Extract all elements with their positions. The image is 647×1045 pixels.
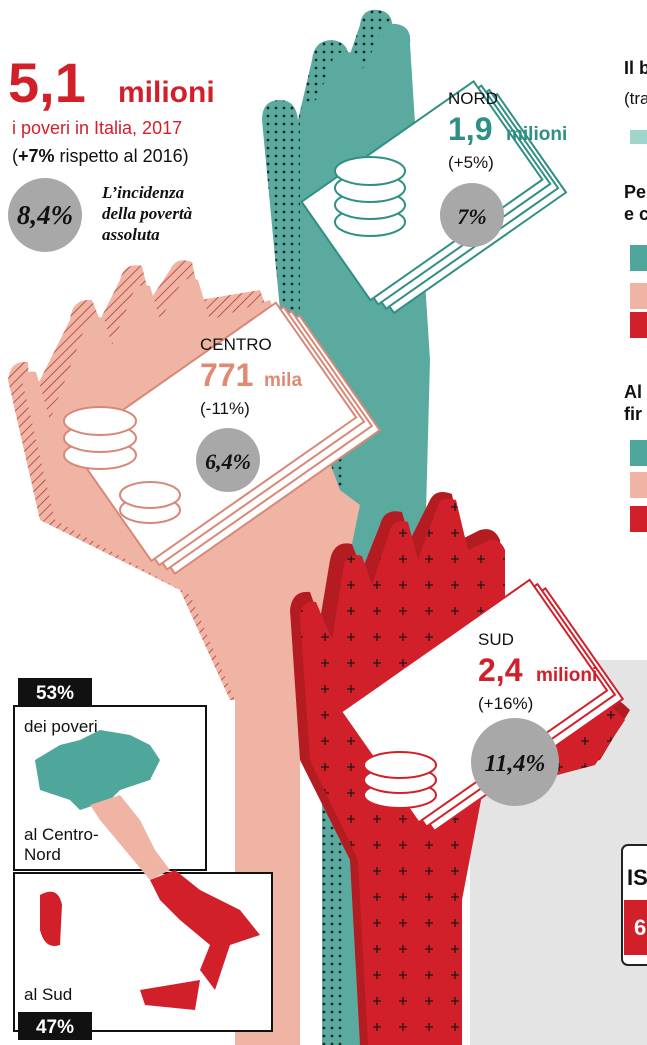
south-label: al Sud bbox=[24, 985, 72, 1004]
incidence-label: assoluta bbox=[102, 225, 160, 244]
north-label: dei poveri bbox=[24, 717, 98, 736]
incidence-value: 8,4% bbox=[17, 200, 73, 230]
region-name: CENTRO bbox=[200, 335, 272, 354]
region-number: 771 bbox=[200, 357, 253, 393]
south-share: 47% bbox=[36, 1017, 74, 1038]
north-label: al Centro- bbox=[24, 825, 99, 844]
region-name: NORD bbox=[448, 89, 498, 108]
fragment: (tra bbox=[624, 89, 647, 108]
change-value: +7% bbox=[18, 146, 55, 166]
region-unit: mila bbox=[264, 370, 302, 391]
map bbox=[13, 678, 273, 1040]
region-unit: milioni bbox=[536, 665, 597, 686]
region-change: (+16%) bbox=[478, 694, 533, 713]
change-text: rispetto al 2016) bbox=[55, 146, 189, 166]
change-open: ( bbox=[12, 146, 18, 166]
total-unit: milioni bbox=[118, 76, 215, 109]
total-number: 5,1 bbox=[8, 51, 86, 114]
region-change: (-11%) bbox=[200, 399, 250, 418]
fragment: e c bbox=[624, 204, 647, 224]
fragment: Il b bbox=[624, 58, 647, 78]
texts: 5,1 milioni i poveri in Italia, 2017 (+7… bbox=[8, 51, 215, 244]
fragment: IS bbox=[627, 865, 647, 890]
regions: NORD 1,9 milioni (+5%) 7% CENTRO 771 mila (-11%)… bbox=[200, 89, 597, 777]
circles bbox=[8, 178, 559, 806]
incidence-label: della povertà bbox=[102, 204, 193, 223]
region-number: 2,4 bbox=[478, 652, 523, 688]
fragment: Al bbox=[624, 382, 642, 402]
fragment: 6 bbox=[634, 915, 646, 940]
sidebar-texts: Il b (tra Pe e c Al fir IS 6 bbox=[624, 58, 647, 940]
region-incidence: 11,4% bbox=[485, 751, 546, 777]
fragment: Pe bbox=[624, 182, 646, 202]
region-unit: milioni bbox=[506, 124, 567, 145]
change-line: (+7% rispetto al 2016) bbox=[12, 146, 189, 166]
subtitle: i poveri in Italia, 2017 bbox=[12, 118, 182, 138]
region-incidence: 6,4% bbox=[205, 449, 251, 474]
map-texts: 53% dei poveri al Centro- Nord al Sud 47… bbox=[24, 683, 99, 1038]
region-change: (+5%) bbox=[448, 153, 494, 172]
north-share: 53% bbox=[36, 683, 74, 704]
region-incidence: 7% bbox=[457, 204, 486, 229]
incidence-label: L’incidenza bbox=[101, 183, 185, 202]
north-label: Nord bbox=[24, 845, 61, 864]
fragment: fir bbox=[624, 404, 642, 424]
region-name: SUD bbox=[478, 630, 514, 649]
region-number: 1,9 bbox=[448, 111, 492, 147]
